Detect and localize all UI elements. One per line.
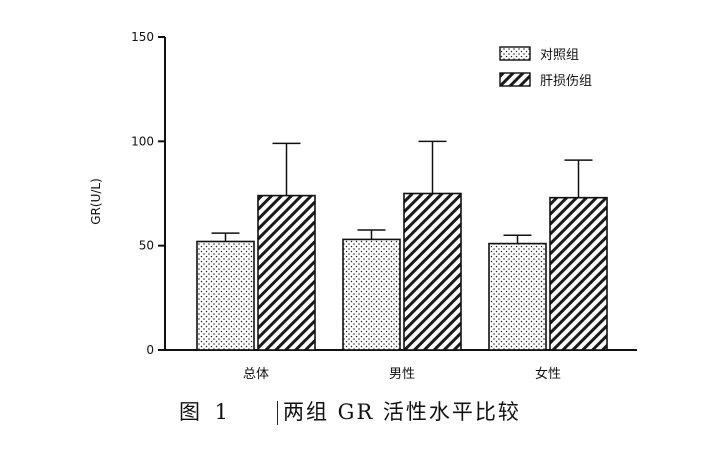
- x-tick-label: 总体: [243, 367, 269, 382]
- bar: [257, 194, 316, 351]
- x-tick-label: 男性: [389, 367, 415, 382]
- bar: [488, 242, 547, 351]
- figure-caption: 图 1 两组 GR 活性水平比较: [0, 392, 726, 432]
- bar: [549, 196, 608, 351]
- legend-label: 肝损伤组: [540, 74, 592, 89]
- y-tick-label: 150: [131, 30, 154, 44]
- x-tick-label: 女性: [535, 366, 561, 382]
- bar: [403, 192, 462, 351]
- chart-bars: [196, 140, 608, 351]
- legend-swatch: [499, 46, 531, 61]
- y-axis-label: GR(U/L): [89, 178, 103, 225]
- caption-divider: [277, 401, 278, 425]
- legend-label: 对照组: [540, 48, 579, 63]
- y-tick-label: 0: [146, 343, 154, 357]
- figure-title: 两组 GR 活性水平比较: [283, 400, 521, 424]
- legend-swatch: [499, 72, 531, 87]
- y-tick-label: 50: [139, 239, 154, 253]
- bar: [342, 238, 401, 351]
- figure-number: 图 1: [179, 400, 233, 424]
- bar: [196, 240, 255, 351]
- y-tick-label: 100: [131, 134, 154, 148]
